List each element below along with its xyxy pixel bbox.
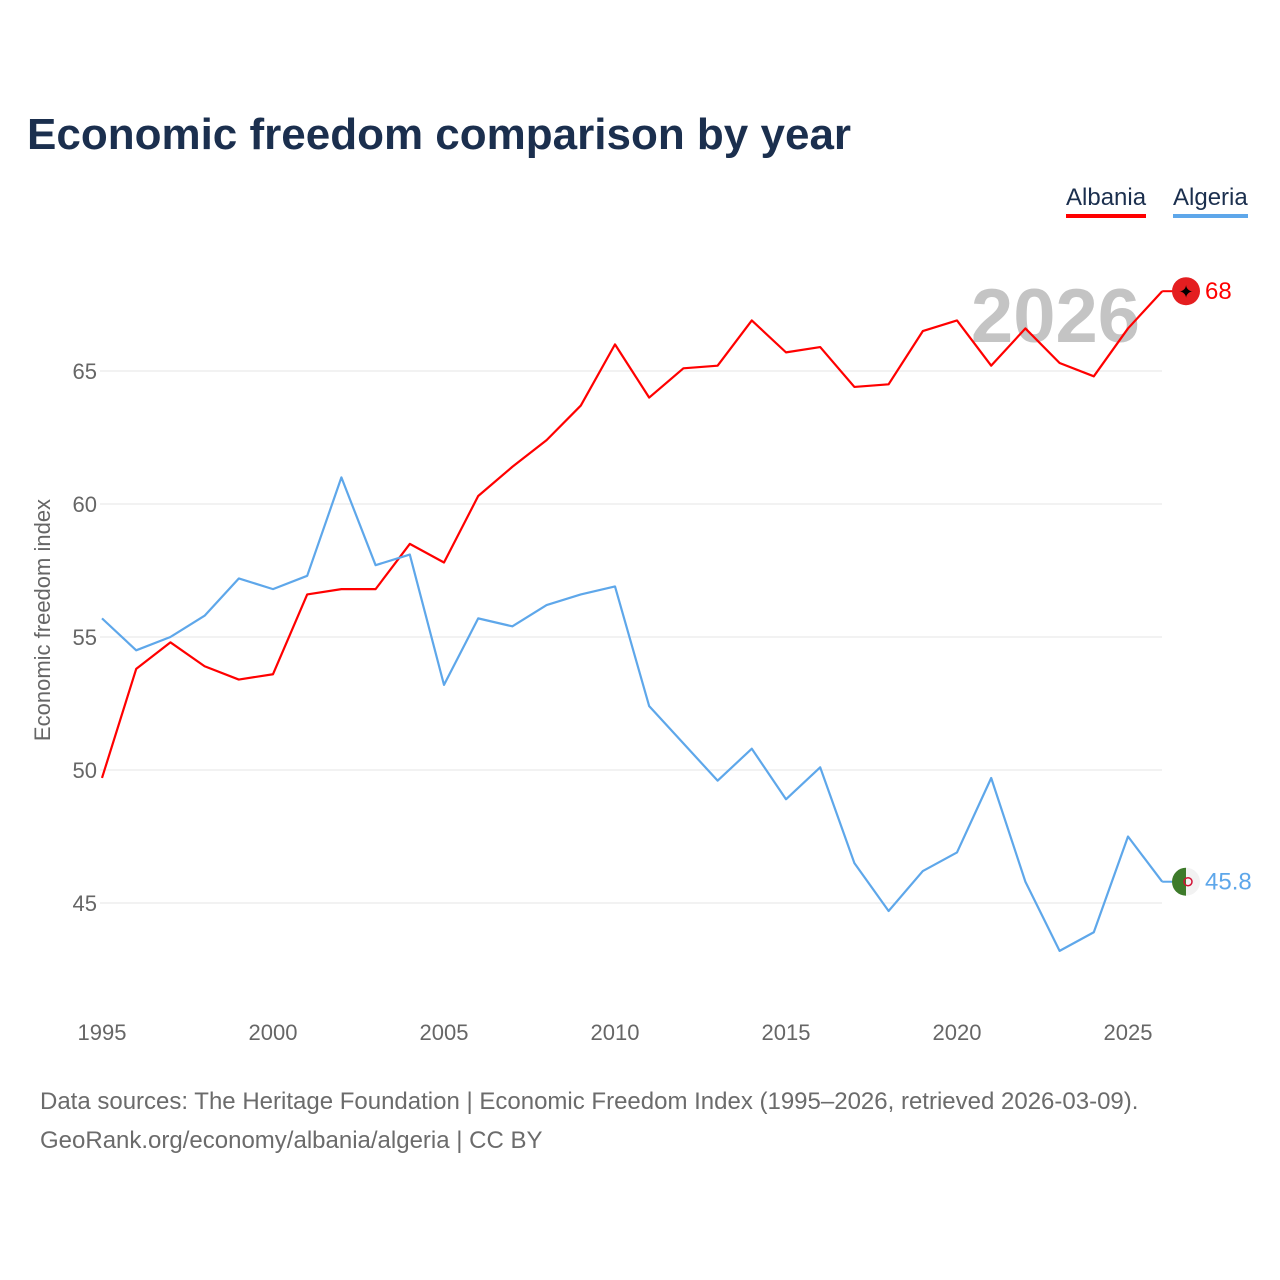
- data-point: [920, 868, 926, 874]
- end-value-label: 45.8: [1205, 869, 1252, 896]
- data-point: [988, 775, 994, 781]
- data-sources: Data sources: The Heritage Foundation | …: [40, 1088, 1139, 1115]
- data-point: [749, 317, 755, 323]
- data-point: [133, 647, 139, 653]
- data-point: [749, 746, 755, 752]
- data-point: [646, 703, 652, 709]
- data-point: [954, 317, 960, 323]
- data-point: [851, 384, 857, 390]
- data-point: [851, 860, 857, 866]
- data-point: [1057, 948, 1063, 954]
- data-point: [270, 671, 276, 677]
- eagle-icon: ✦: [1178, 282, 1193, 302]
- x-tick-label: 2025: [1104, 1020, 1153, 1045]
- data-point: [1022, 325, 1028, 331]
- flag-background: [1172, 277, 1200, 306]
- x-tick-label: 2015: [762, 1020, 811, 1045]
- legend-albania[interactable]: Albania: [1066, 184, 1147, 218]
- x-tick-label: 1995: [78, 1020, 127, 1045]
- data-point: [612, 583, 618, 589]
- y-tick-label: 65: [73, 359, 97, 384]
- x-tick-label: 2005: [420, 1020, 469, 1045]
- data-point: [270, 586, 276, 592]
- data-point: [783, 796, 789, 802]
- data-point: [886, 381, 892, 387]
- chart-title: Economic freedom comparison by year: [27, 110, 852, 159]
- data-point: [475, 615, 481, 621]
- data-point: [715, 778, 721, 784]
- y-tick-label: 60: [73, 492, 97, 517]
- legend-algeria[interactable]: Algeria: [1173, 184, 1248, 218]
- data-point: [99, 615, 105, 621]
- x-tick-label: 2020: [933, 1020, 982, 1045]
- data-point: [646, 395, 652, 401]
- flag-icon-albania: ✦: [1172, 277, 1200, 306]
- data-point: [1125, 325, 1131, 331]
- series-line-algeria: [101, 476, 1164, 952]
- data-point: [509, 464, 515, 470]
- end-value-label: 68: [1205, 278, 1232, 305]
- flag-icon-algeria: [1172, 867, 1200, 896]
- data-point: [304, 573, 310, 579]
- data-point: [954, 849, 960, 855]
- data-point: [236, 575, 242, 581]
- data-point: [236, 677, 242, 683]
- data-point: [1057, 360, 1063, 366]
- data-point: [988, 363, 994, 369]
- data-point: [680, 365, 686, 371]
- data-point: [167, 634, 173, 640]
- data-point: [99, 775, 105, 781]
- data-point: [167, 639, 173, 645]
- data-point: [1091, 373, 1097, 379]
- data-point: [1022, 879, 1028, 885]
- data-point: [133, 666, 139, 672]
- series-line-albania: [100, 290, 1164, 779]
- data-point: [886, 908, 892, 914]
- y-tick-label: 45: [73, 891, 97, 916]
- data-point: [544, 602, 550, 608]
- data-point: [783, 349, 789, 355]
- x-tick-label: 2010: [591, 1020, 640, 1045]
- year-watermark: 2026: [971, 274, 1140, 359]
- data-point: [544, 437, 550, 443]
- data-point: [373, 562, 379, 568]
- data-point: [202, 613, 208, 619]
- data-point: [304, 591, 310, 597]
- data-point: [509, 623, 515, 629]
- data-point: [475, 493, 481, 499]
- data-point: [202, 663, 208, 669]
- data-point: [612, 341, 618, 347]
- data-point: [817, 764, 823, 770]
- data-point: [578, 591, 584, 597]
- data-point: [407, 552, 413, 558]
- data-point: [373, 586, 379, 592]
- crescent-icon: [1183, 876, 1193, 887]
- data-point: [1091, 929, 1097, 935]
- x-tick-label: 2000: [249, 1020, 298, 1045]
- y-tick-label: 50: [73, 758, 97, 783]
- data-point: [715, 363, 721, 369]
- data-point: [578, 403, 584, 409]
- data-point: [441, 682, 447, 688]
- data-point: [441, 560, 447, 566]
- data-point: [407, 541, 413, 547]
- data-point: [817, 344, 823, 350]
- data-point: [338, 474, 344, 480]
- y-tick-label: 55: [73, 625, 97, 650]
- y-axis-label: Economic freedom index: [30, 499, 55, 741]
- credit-link[interactable]: GeoRank.org/economy/albania/algeria | CC…: [40, 1127, 543, 1154]
- data-point: [680, 740, 686, 746]
- data-point: [920, 328, 926, 334]
- data-point: [1125, 834, 1131, 840]
- data-point: [338, 586, 344, 592]
- flag-green-half: [1172, 867, 1186, 896]
